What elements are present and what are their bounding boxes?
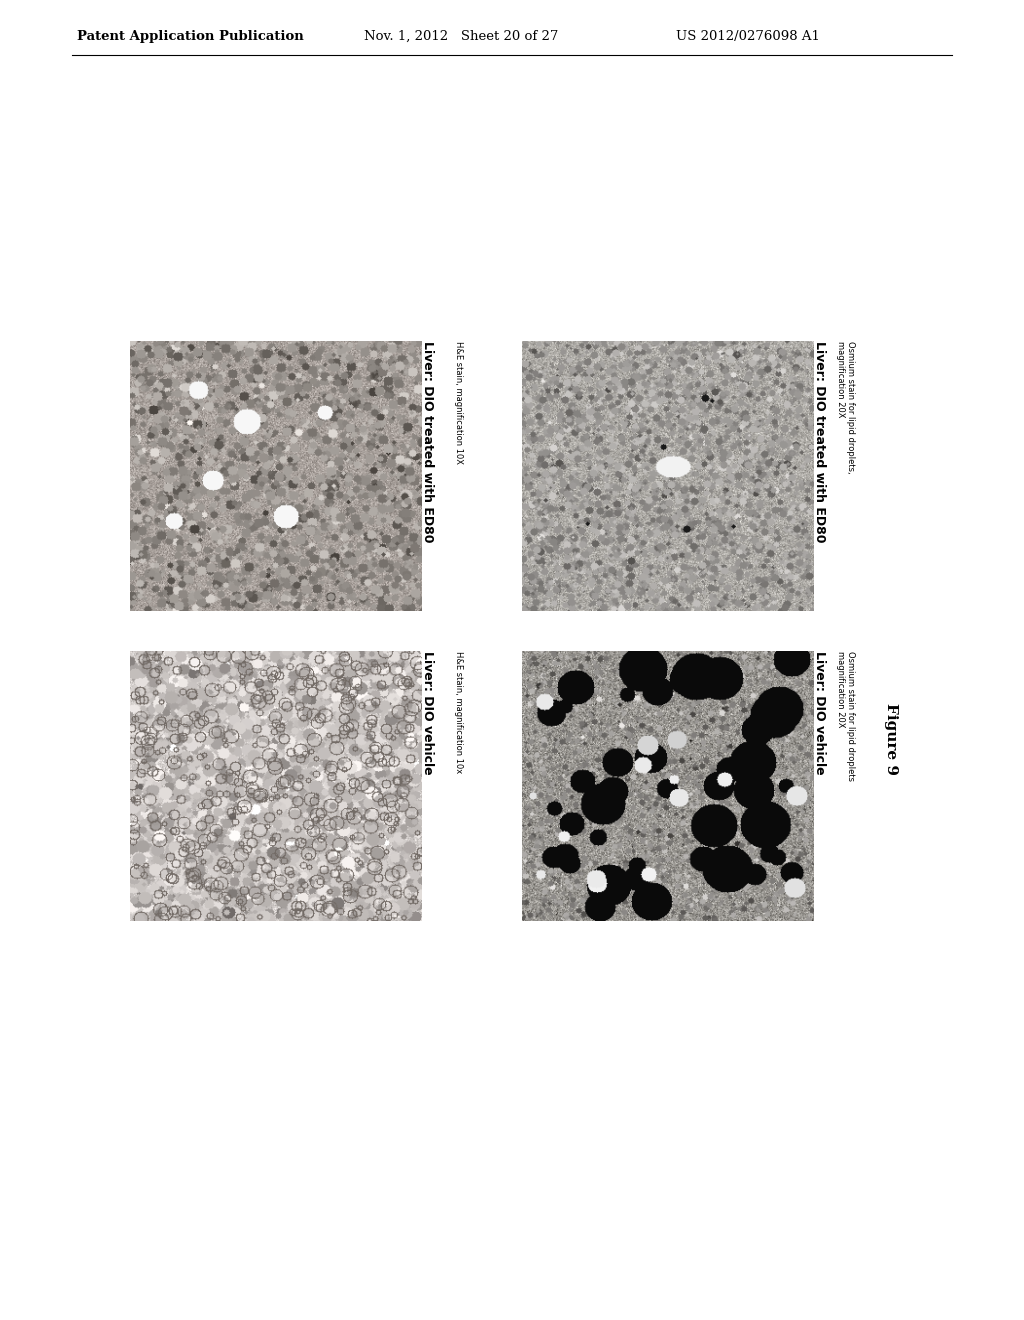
Text: Nov. 1, 2012   Sheet 20 of 27: Nov. 1, 2012 Sheet 20 of 27 [364,29,558,42]
Text: Osmium stain for lipid droplets
magnification 20X: Osmium stain for lipid droplets magnific… [836,651,855,780]
Text: Liver: DIO treated with ED80: Liver: DIO treated with ED80 [813,341,826,543]
Text: Liver: DIO vehicle: Liver: DIO vehicle [813,651,826,775]
Text: Liver: DIO treated with ED80: Liver: DIO treated with ED80 [421,341,434,543]
Text: H&E stain, magnification 10x: H&E stain, magnification 10x [454,651,463,774]
Text: Patent Application Publication: Patent Application Publication [77,29,303,42]
Text: H&E stain, magnification 10X: H&E stain, magnification 10X [454,341,463,463]
Text: Figure 9: Figure 9 [884,704,898,775]
Text: US 2012/0276098 A1: US 2012/0276098 A1 [676,29,820,42]
Text: Liver: DIO vehicle: Liver: DIO vehicle [421,651,434,775]
Text: Osmium stain for lipid droplets,
magnification 20X: Osmium stain for lipid droplets, magnifi… [836,341,855,473]
